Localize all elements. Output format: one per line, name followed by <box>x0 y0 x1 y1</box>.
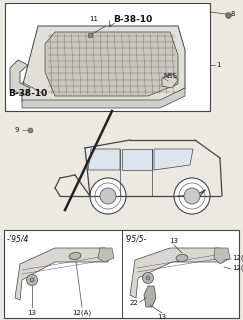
Polygon shape <box>154 149 193 170</box>
Text: 13: 13 <box>157 314 166 320</box>
Text: 13: 13 <box>170 238 179 244</box>
Text: -’95/4: -’95/4 <box>7 234 29 243</box>
Text: B-38-10: B-38-10 <box>113 15 152 25</box>
Circle shape <box>26 275 37 285</box>
Polygon shape <box>144 286 156 307</box>
Circle shape <box>146 276 150 280</box>
Text: NSS: NSS <box>163 73 177 79</box>
Polygon shape <box>22 26 185 102</box>
Text: 12(A): 12(A) <box>232 265 243 271</box>
Polygon shape <box>10 60 30 95</box>
Circle shape <box>100 188 116 204</box>
Text: B-38-10: B-38-10 <box>8 90 47 99</box>
Polygon shape <box>15 248 110 300</box>
Text: 12(B): 12(B) <box>232 255 243 261</box>
Ellipse shape <box>176 254 188 261</box>
Text: 11: 11 <box>89 16 98 22</box>
Polygon shape <box>22 88 185 108</box>
Polygon shape <box>45 32 178 96</box>
Text: 1: 1 <box>216 62 220 68</box>
Circle shape <box>174 178 210 214</box>
Text: 13: 13 <box>27 310 36 316</box>
Text: 12(A): 12(A) <box>72 310 92 316</box>
Ellipse shape <box>69 252 81 260</box>
Circle shape <box>184 188 200 204</box>
Circle shape <box>90 178 126 214</box>
Polygon shape <box>88 149 120 170</box>
Text: 8: 8 <box>230 11 234 17</box>
Bar <box>4 230 239 318</box>
Polygon shape <box>122 149 152 170</box>
Text: 22: 22 <box>130 300 138 306</box>
Bar <box>5 3 210 111</box>
Text: ’95/5-: ’95/5- <box>125 234 147 243</box>
Polygon shape <box>162 74 178 88</box>
Polygon shape <box>130 248 226 298</box>
Circle shape <box>142 273 154 284</box>
Polygon shape <box>214 248 230 264</box>
Polygon shape <box>98 248 114 262</box>
Circle shape <box>30 278 34 282</box>
Text: 9: 9 <box>14 127 18 133</box>
